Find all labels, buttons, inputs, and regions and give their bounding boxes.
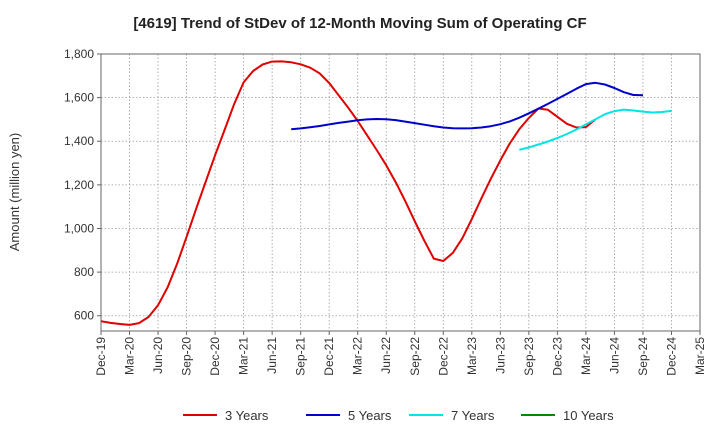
x-tick-label: Dec-20 xyxy=(208,337,222,376)
x-tick-label: Mar-21 xyxy=(237,337,251,375)
series-line-7-years xyxy=(519,108,672,151)
x-tick-label: Mar-20 xyxy=(123,337,137,375)
x-tick-label: Sep-24 xyxy=(636,337,650,376)
x-tick-label: Mar-23 xyxy=(465,337,479,375)
x-tick-label: Dec-22 xyxy=(436,337,450,376)
x-tick-label: Jun-20 xyxy=(151,337,165,374)
y-tick-label: 1,400 xyxy=(64,134,94,148)
x-tick-label: Jun-23 xyxy=(493,337,507,374)
plot-frame xyxy=(100,53,701,332)
series-line-3-years xyxy=(100,60,597,326)
legend-label-3-years: 3 Years xyxy=(225,408,269,423)
x-tick-label: Dec-23 xyxy=(550,337,564,376)
x-tick-label: Dec-19 xyxy=(94,337,108,376)
x-tick-label: Sep-23 xyxy=(522,337,536,376)
grid xyxy=(101,54,700,331)
x-tick-label: Mar-24 xyxy=(579,337,593,375)
x-tick-label: Sep-20 xyxy=(180,337,194,376)
legend-label-7-years: 7 Years xyxy=(451,408,495,423)
y-tick-label: 600 xyxy=(74,309,94,323)
x-tick-label: Dec-24 xyxy=(664,337,678,376)
x-tick-label: Mar-25 xyxy=(693,337,707,375)
x-tick-label: Dec-21 xyxy=(322,337,336,376)
y-tick-label: 1,200 xyxy=(64,178,94,192)
axes xyxy=(100,53,701,332)
x-tick-label: Jun-21 xyxy=(265,337,279,374)
y-tick-label: 800 xyxy=(74,265,94,279)
y-tick-label: 1,800 xyxy=(64,47,94,61)
x-tick-label: Sep-22 xyxy=(408,337,422,376)
series-lines xyxy=(100,60,672,326)
legend-label-10-years: 10 Years xyxy=(563,408,614,423)
x-tick-label: Jun-22 xyxy=(379,337,393,374)
x-ticks: Dec-19 Mar-20 Jun-20 Sep-20 Dec-20 Mar-21 Jun-… xyxy=(94,331,707,376)
legend-label-5-years: 5 Years xyxy=(348,408,392,423)
y-axis-label: Amount (million yen) xyxy=(7,133,22,252)
y-ticks: 600 800 1,000 1,200 1,400 1,600 1,800 xyxy=(64,47,101,323)
series-line-5-years xyxy=(291,81,644,131)
y-tick-label: 1,000 xyxy=(64,221,94,235)
y-tick-label: 1,600 xyxy=(64,91,94,105)
x-tick-label: Jun-24 xyxy=(607,337,621,374)
x-tick-label: Sep-21 xyxy=(294,337,308,376)
chart-title: [4619] Trend of StDev of 12-Month Moving… xyxy=(133,15,586,32)
legend: 3 Years 5 Years 7 Years 10 Years xyxy=(183,408,614,423)
x-tick-label: Mar-22 xyxy=(351,337,365,375)
